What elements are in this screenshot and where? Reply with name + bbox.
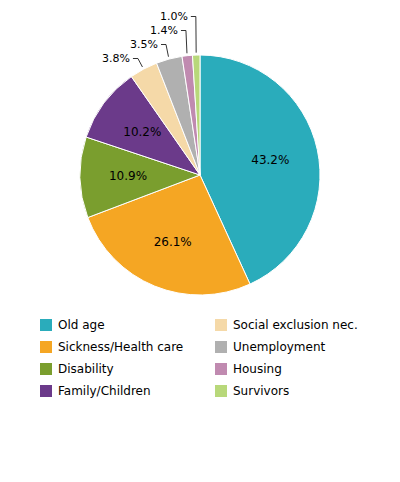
legend-label: Sickness/Health care <box>58 340 183 354</box>
pie-slice <box>192 55 200 175</box>
legend-swatch <box>215 385 227 397</box>
legend-item: Unemployment <box>215 340 326 354</box>
pie <box>80 55 320 295</box>
legend-label: Family/Children <box>58 384 151 398</box>
legend-swatch <box>40 341 52 353</box>
data-label: 1.0% <box>160 10 188 23</box>
data-label: 10.9% <box>109 169 147 183</box>
legend-label: Disability <box>58 362 114 376</box>
legend-swatch <box>215 363 227 375</box>
data-label: 3.8% <box>102 52 130 65</box>
legend-label: Old age <box>58 318 105 332</box>
leader-line <box>161 45 168 57</box>
leader-line <box>133 59 143 67</box>
legend-item: Old age <box>40 318 105 332</box>
legend-item: Family/Children <box>40 384 151 398</box>
legend-swatch <box>215 319 227 331</box>
data-labels: 43.2% 26.1% 10.9% 10.2% 3.8%3.5%1.4%1.0% <box>102 10 289 249</box>
legend-label: Housing <box>233 362 282 376</box>
legend-item: Housing <box>215 362 282 376</box>
legend-label: Survivors <box>233 384 289 398</box>
legend-label: Social exclusion nec. <box>233 318 358 332</box>
data-label: 3.5% <box>130 38 158 51</box>
legend-swatch <box>215 341 227 353</box>
data-label: 26.1% <box>154 235 192 249</box>
pie-slice <box>182 55 200 175</box>
data-label: 43.2% <box>251 153 289 167</box>
data-label: 1.4% <box>150 24 178 37</box>
legend: Old age Sickness/Health care Disability Fam… <box>40 318 358 398</box>
legend-label: Unemployment <box>233 340 326 354</box>
data-label: 10.2% <box>123 125 161 139</box>
leader-line <box>191 17 196 53</box>
legend-swatch <box>40 319 52 331</box>
legend-item: Survivors <box>215 384 289 398</box>
legend-swatch <box>40 385 52 397</box>
legend-item: Social exclusion nec. <box>215 318 358 332</box>
legend-swatch <box>40 363 52 375</box>
chart: 43.2% 26.1% 10.9% 10.2% 3.8%3.5%1.4%1.0% Old … <box>0 0 400 482</box>
legend-item: Disability <box>40 362 114 376</box>
leader-line <box>181 31 187 54</box>
legend-item: Sickness/Health care <box>40 340 183 354</box>
